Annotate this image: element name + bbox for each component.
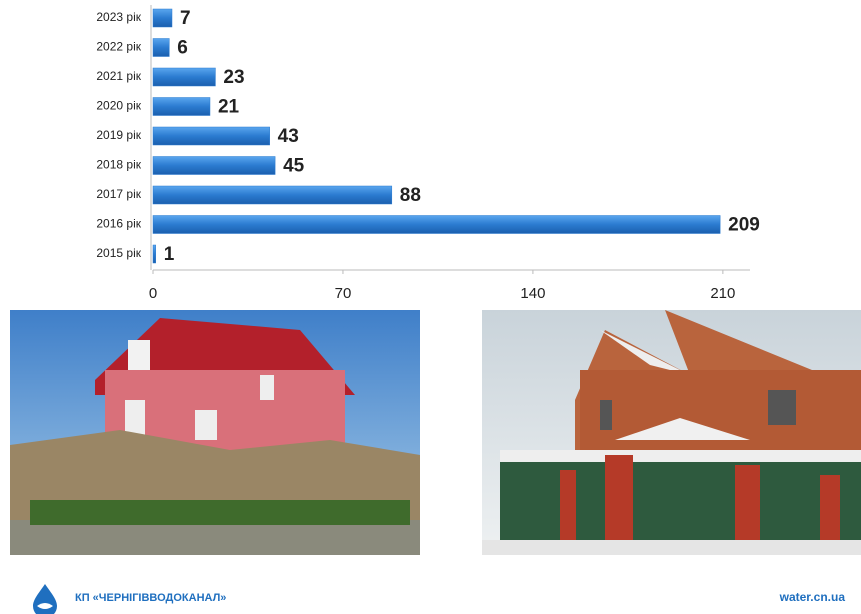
value-label: 88	[400, 185, 421, 206]
bar	[153, 39, 169, 57]
y-tick-label: 2023 рік	[96, 10, 141, 24]
value-label: 7	[180, 8, 191, 29]
value-label: 1	[164, 244, 175, 265]
y-tick-label: 2015 рік	[96, 246, 141, 260]
value-label: 21	[218, 97, 240, 118]
bar	[153, 68, 215, 86]
y-tick-label: 2021 рік	[96, 69, 141, 83]
bar	[153, 186, 392, 204]
bar	[153, 245, 156, 263]
value-label: 209	[728, 215, 760, 236]
y-tick-label: 2017 рік	[96, 187, 141, 201]
value-label: 6	[177, 38, 188, 59]
slide: 0 70 140 210 2015 рік 1 2016 рік 209 2017 рік 88 2…	[0, 0, 861, 614]
photo-left	[10, 310, 420, 555]
bar	[153, 157, 275, 175]
bar	[153, 9, 172, 27]
y-tick-label: 2016 рік	[96, 217, 141, 231]
x-tick-label: 140	[520, 285, 545, 302]
website: water.cn.ua	[779, 590, 846, 604]
x-tick-label: 70	[335, 285, 352, 302]
x-tick-label: 0	[149, 285, 157, 302]
chart: 0 70 140 210 2015 рік 1 2016 рік 209 2017 рік 88 2…	[96, 5, 759, 302]
bar	[153, 216, 720, 234]
value-label: 43	[278, 126, 299, 147]
x-tick-label: 210	[710, 285, 735, 302]
photo-right	[482, 310, 861, 555]
bar	[153, 127, 270, 145]
y-tick-label: 2019 рік	[96, 128, 141, 142]
y-tick-label: 2022 рік	[96, 40, 141, 54]
value-label: 23	[223, 67, 244, 88]
organization: КП «ЧЕРНІГІВВОДОКАНАЛ»	[75, 592, 226, 604]
bar	[153, 98, 210, 116]
value-label: 45	[283, 156, 305, 177]
y-tick-label: 2020 рік	[96, 99, 141, 113]
y-tick-label: 2018 рік	[96, 158, 141, 172]
logo	[33, 584, 57, 614]
